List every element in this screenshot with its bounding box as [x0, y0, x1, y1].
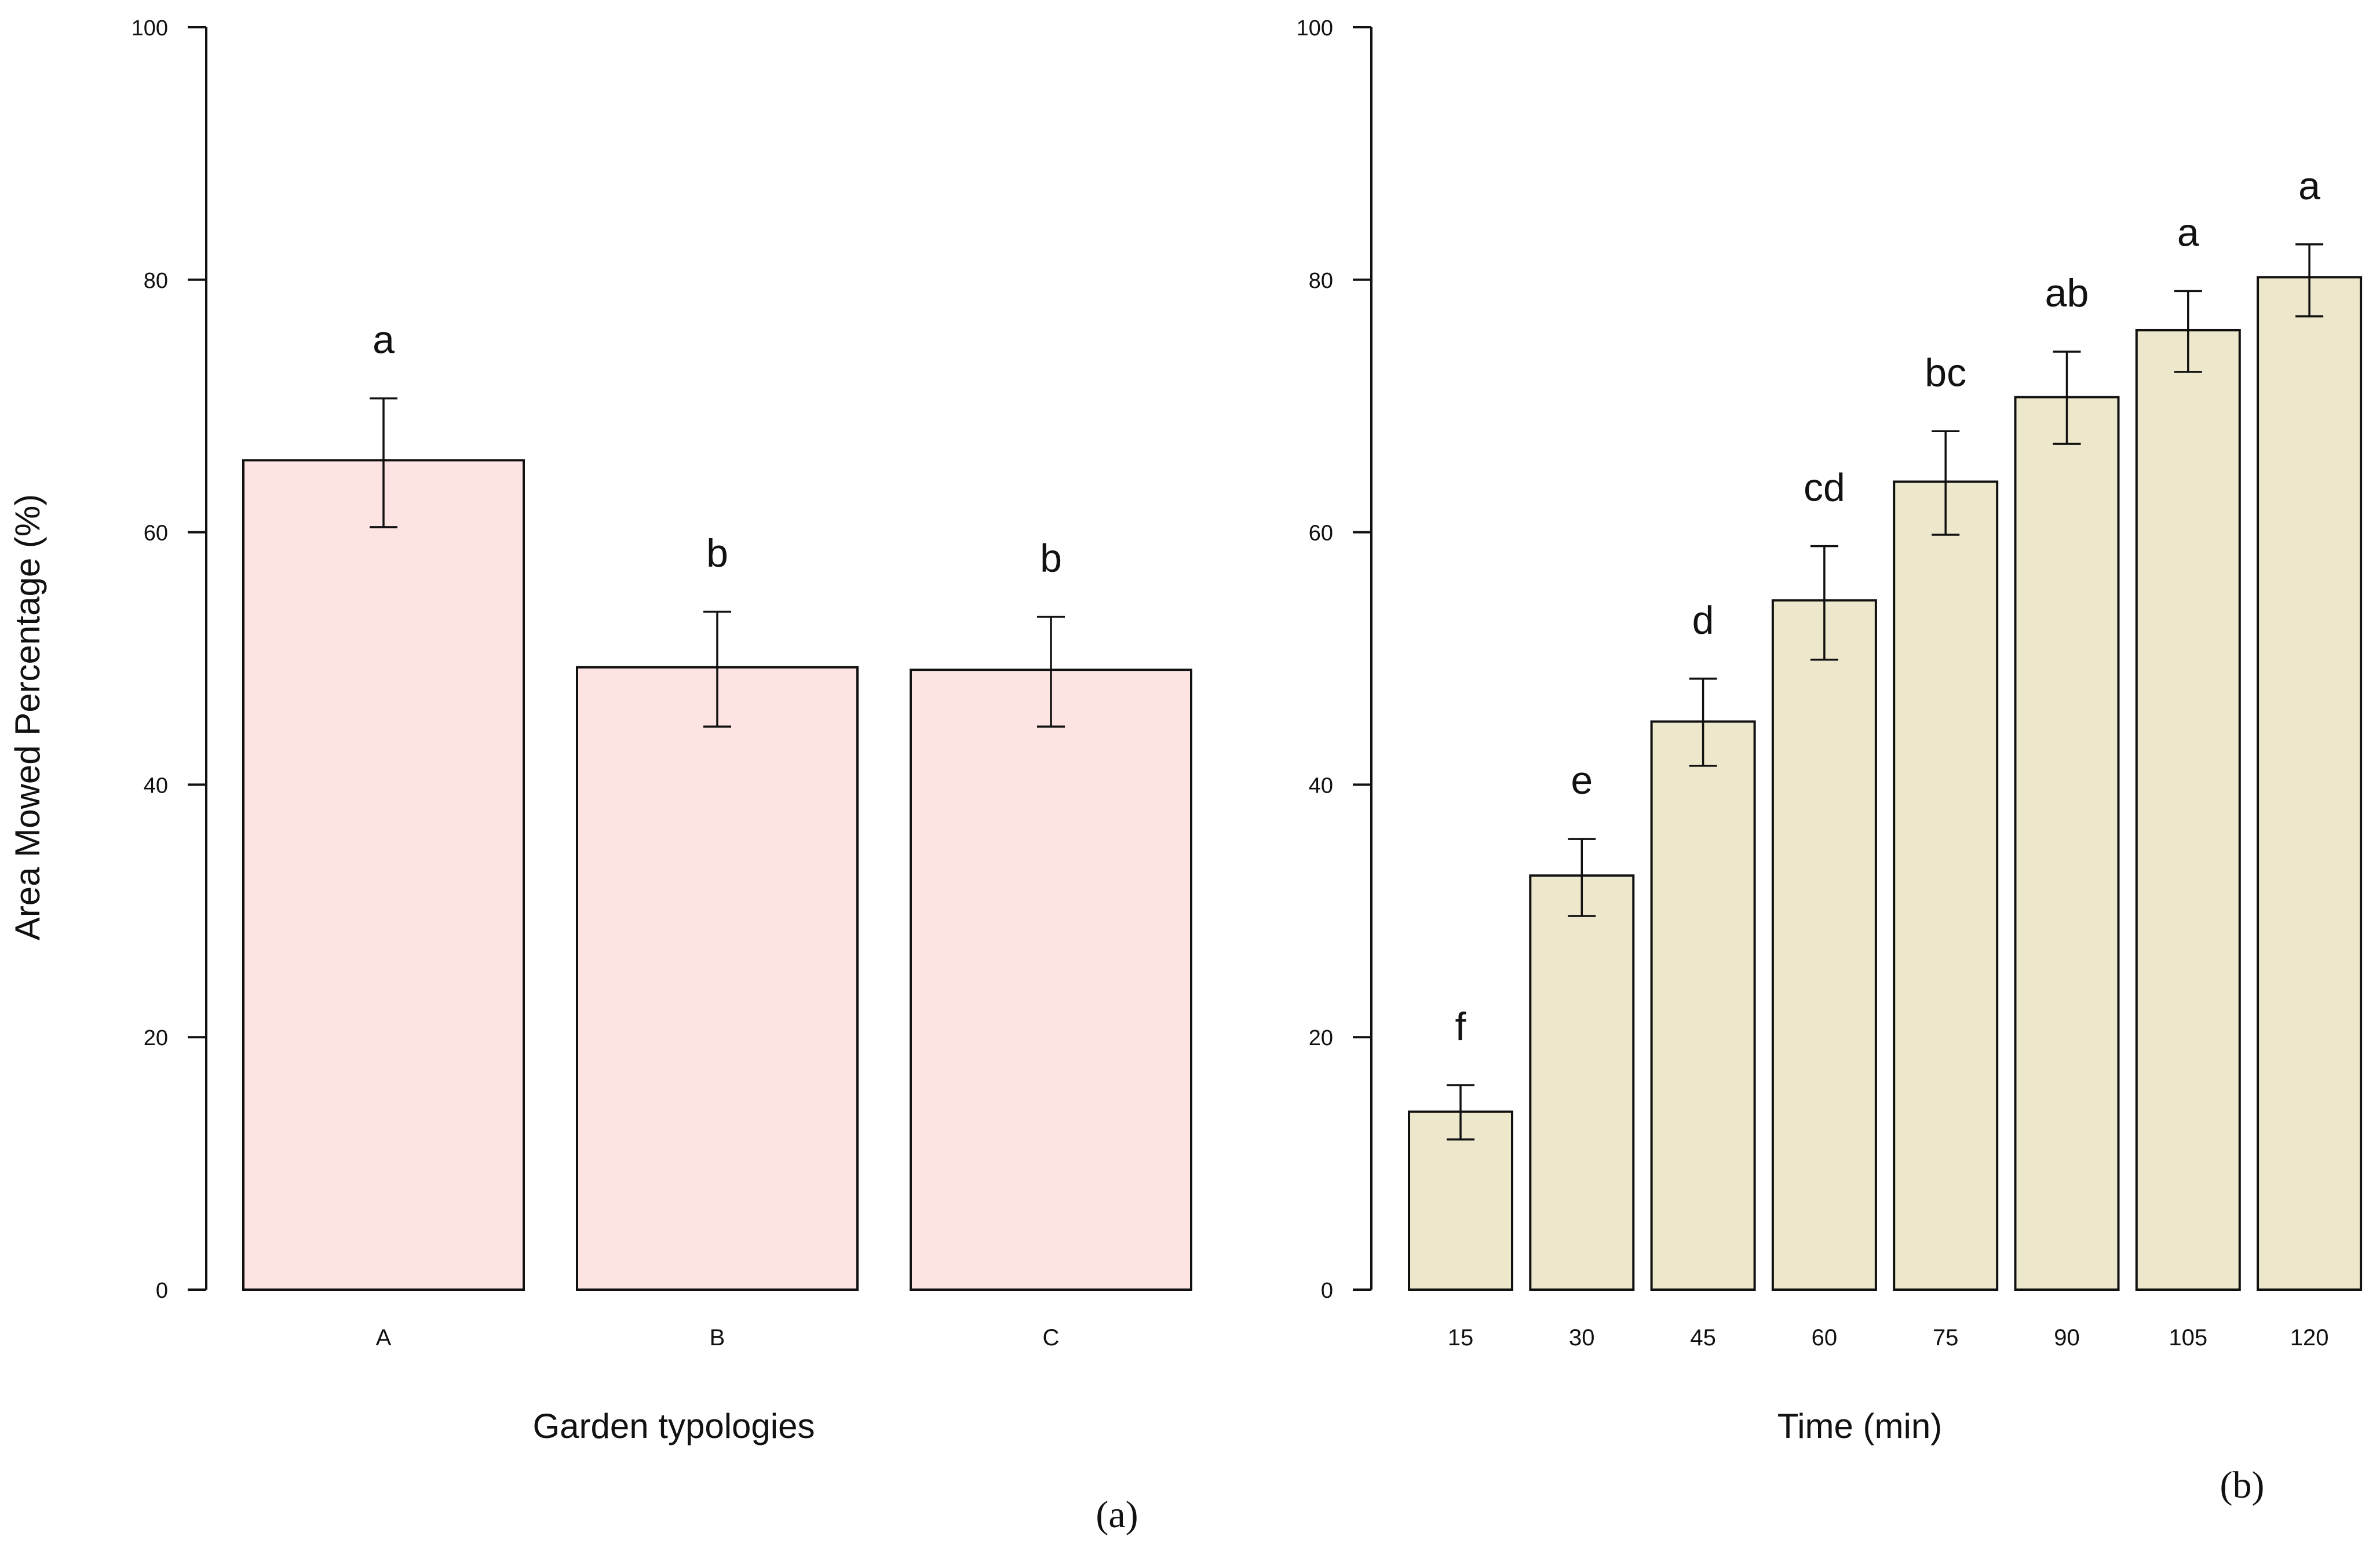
panel-b-chart: Time (min) 0 20 40 60 80 100 f 15 e 30 d 45 cd 60 bc 75…: [1297, 16, 2363, 1446]
panel-b-bar: [1893, 480, 1999, 1291]
panel-a-y-tick-label: 80: [144, 269, 168, 293]
panel-b-significance-letter: bc: [1925, 351, 1966, 395]
panel-a-x-tick-label: A: [376, 1325, 392, 1350]
panel-b-bar: [2257, 276, 2363, 1291]
panel-b-x-tick-label: 105: [2169, 1325, 2207, 1350]
panel-b-significance-letter: a: [2298, 164, 2320, 208]
panel-b-significance-letter: cd: [1804, 466, 1845, 510]
panel-a-y-tick-label: 20: [144, 1026, 168, 1050]
panel-b-x-tick-label: 90: [2054, 1325, 2080, 1350]
panel-b-x-tick-label: 45: [1690, 1325, 1716, 1350]
panel-b-x-tick-label: 30: [1569, 1325, 1595, 1350]
panel-a-x-tick-label: C: [1043, 1325, 1060, 1350]
panel-b-x-axis-label: Time (min): [1777, 1407, 1942, 1446]
panel-b-bar: [1650, 720, 1756, 1291]
panel-b-y-tick-label: 40: [1309, 773, 1333, 798]
panel-a-significance-letter: b: [706, 531, 728, 575]
panel-a-y-tick-label: 100: [132, 16, 168, 41]
panel-a-x-tick-label: B: [710, 1325, 725, 1350]
panel-b-bar: [2014, 396, 2120, 1291]
panel-b-significance-letter: d: [1692, 598, 1714, 642]
panel-a-bar: [576, 666, 859, 1291]
panel-a-y-tick-label: 40: [144, 773, 168, 798]
panel-a-significance-letter: b: [1040, 536, 1062, 581]
panel-a-x-axis-label: Garden typologies: [533, 1407, 815, 1446]
panel-a-bar: [910, 669, 1192, 1291]
panel-b-x-tick-label: 15: [1448, 1325, 1474, 1350]
panel-b-y-tick-label: 100: [1297, 16, 1333, 41]
panel-a-caption: (a): [1096, 1494, 1138, 1536]
panel-b-significance-letter: ab: [2045, 271, 2089, 315]
panel-b-caption: (b): [2220, 1464, 2265, 1506]
panel-b-bar: [2135, 328, 2241, 1291]
panel-a-bar: [242, 459, 525, 1291]
panel-b-significance-letter: f: [1455, 1005, 1466, 1049]
panel-b-x-tick-label: 120: [2290, 1325, 2329, 1350]
panel-b-bar: [1771, 599, 1877, 1291]
panel-b-significance-letter: e: [1571, 758, 1593, 802]
panel-b-y-tick-label: 0: [1321, 1279, 1333, 1303]
y-axis-label: Area Mowed Percentage (%): [8, 494, 47, 940]
panel-b-x-tick-label: 60: [1812, 1325, 1838, 1350]
panel-b-y-tick-label: 60: [1309, 521, 1333, 546]
panel-a-y-tick-label: 60: [144, 521, 168, 546]
panel-b-y-tick-label: 20: [1309, 1026, 1333, 1050]
panel-a-chart: Garden typologies 0 20 40 60 80 100 a Ab Bb C: [132, 16, 1192, 1446]
panel-b-y-tick-label: 80: [1309, 269, 1333, 293]
panel-b-bar: [1408, 1110, 1513, 1291]
panel-a-y-tick-label: 0: [156, 1279, 168, 1303]
panel-b-bar: [1529, 874, 1635, 1291]
panel-a-significance-letter: a: [373, 318, 395, 362]
panel-b-x-tick-label: 75: [1933, 1325, 1959, 1350]
panel-b-significance-letter: a: [2177, 210, 2199, 254]
